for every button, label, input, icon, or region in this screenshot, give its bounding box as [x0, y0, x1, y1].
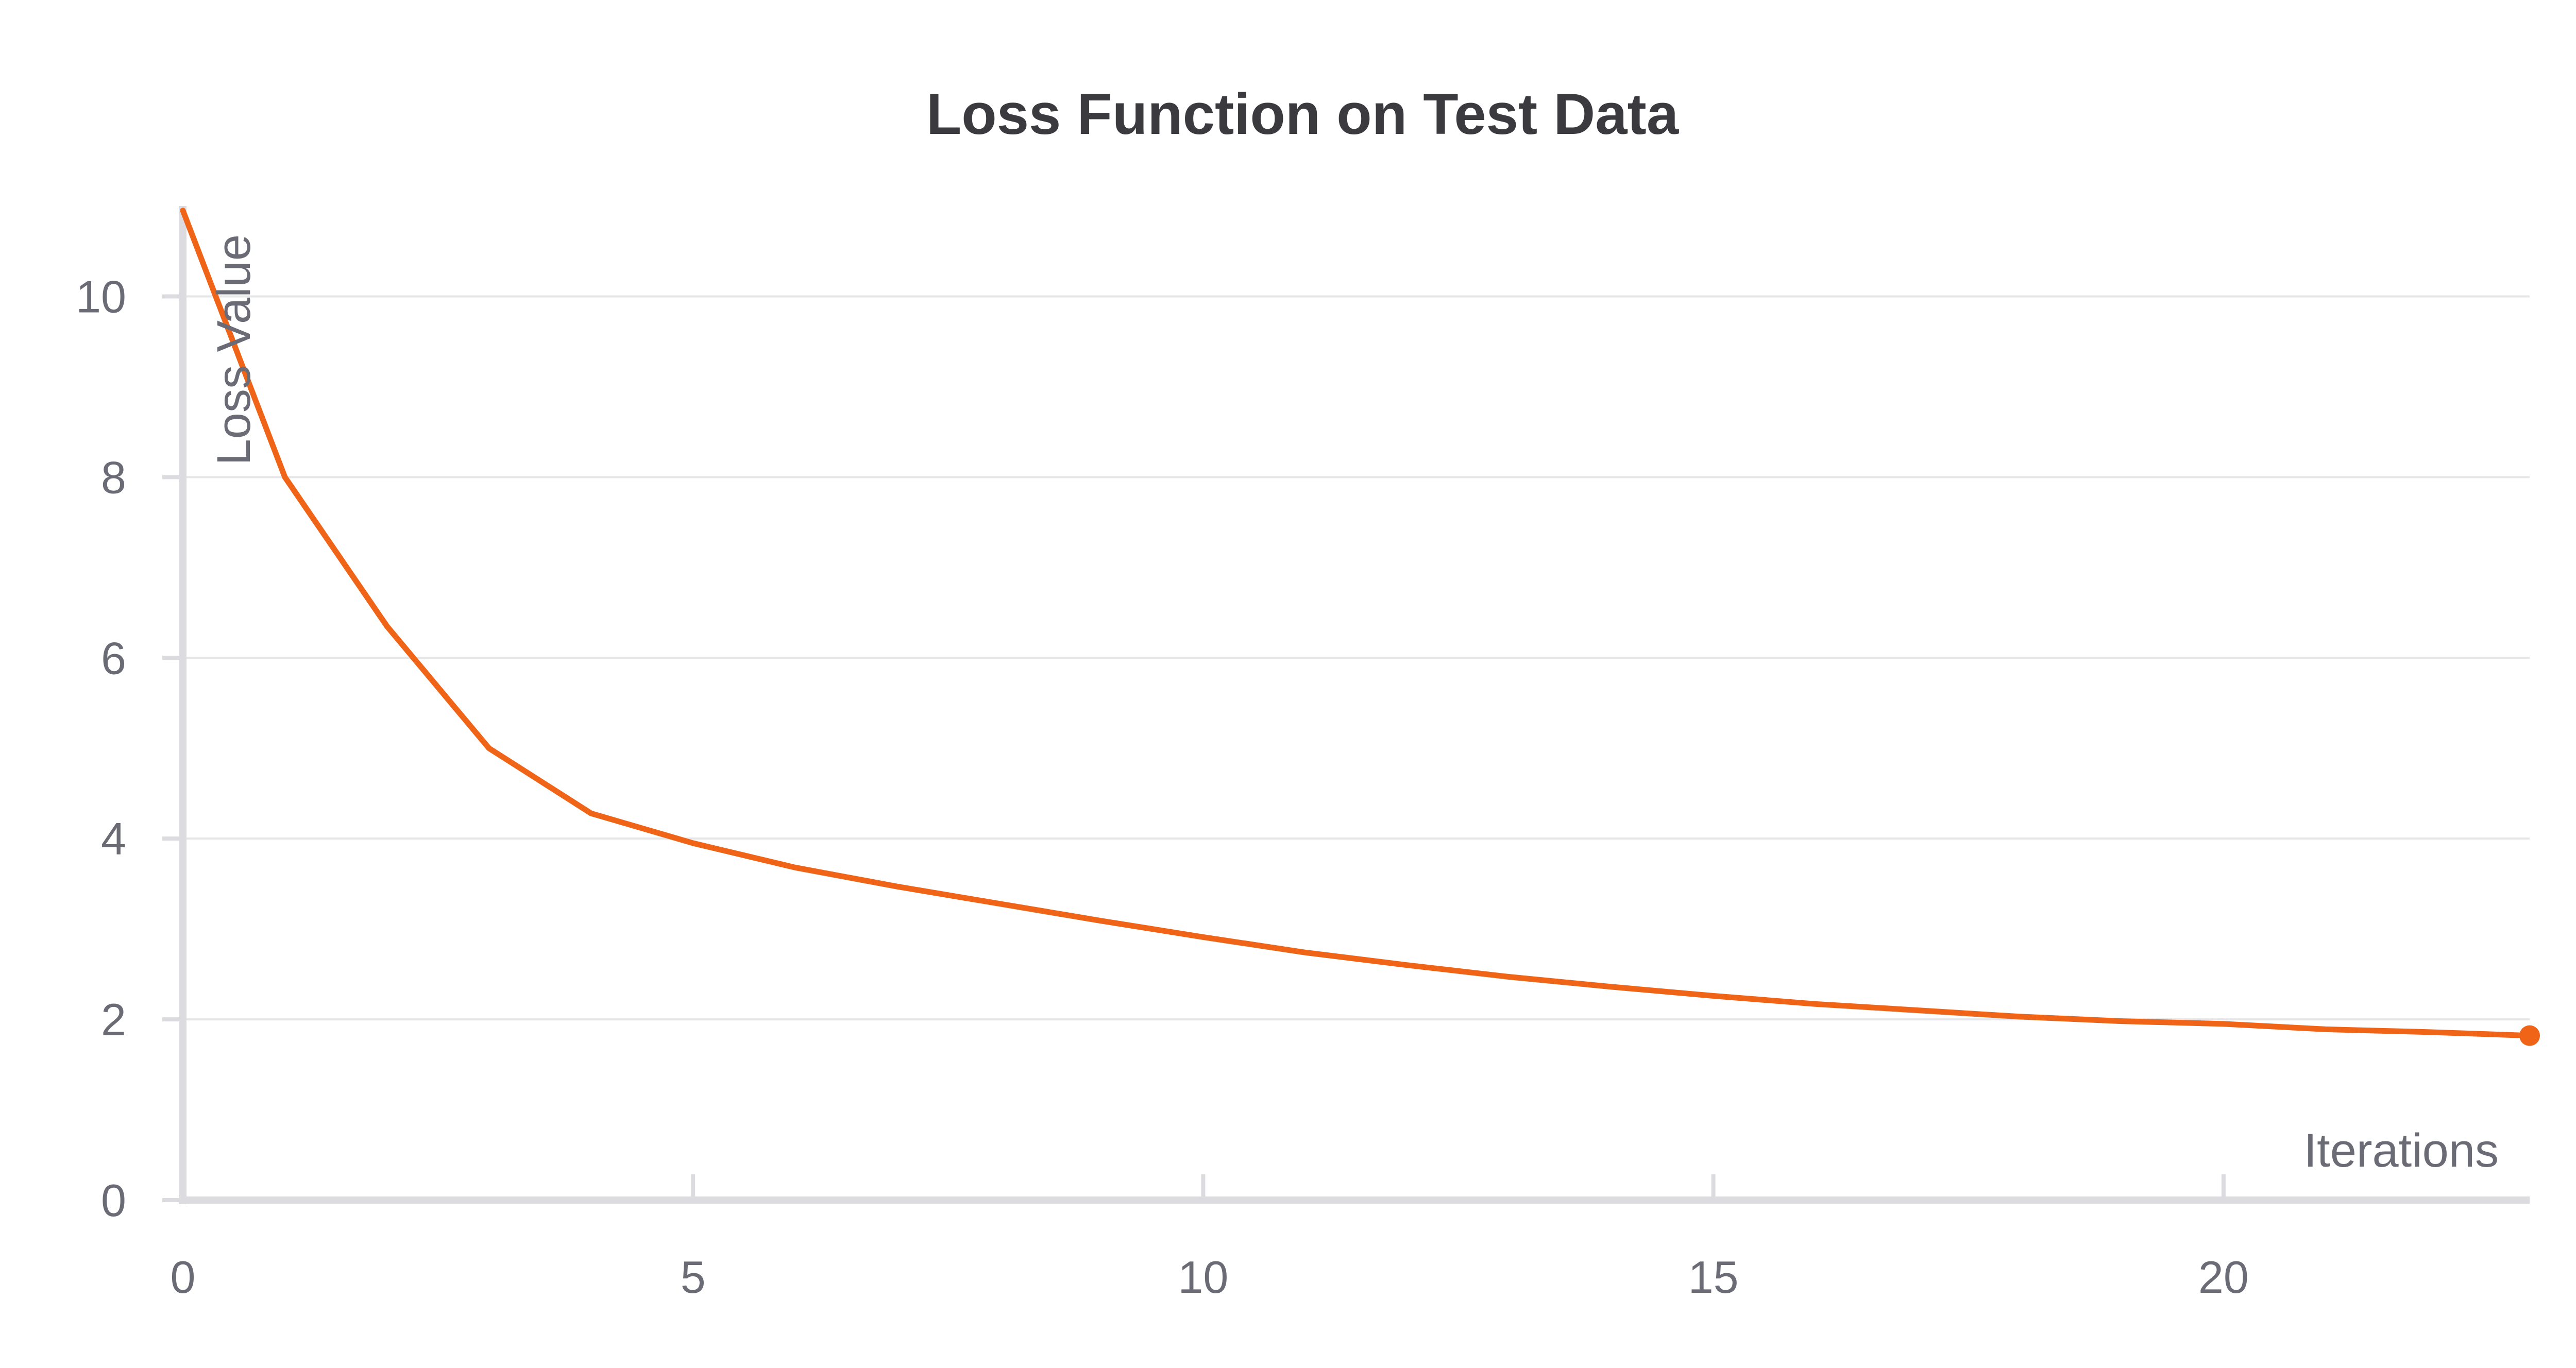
y-tick-label-0: 0 — [101, 1175, 126, 1226]
y-axis-label: Loss Value — [208, 234, 260, 465]
y-tick-label-2: 2 — [101, 994, 126, 1045]
y-tick-label-6: 6 — [101, 632, 126, 683]
x-tick-label-10: 10 — [1178, 1252, 1228, 1303]
y-tick-label-4: 4 — [101, 813, 126, 864]
series-line — [180, 208, 2533, 1039]
data-point-23 — [2519, 1025, 2540, 1046]
x-tick-label-15: 15 — [1688, 1252, 1739, 1303]
x-tick-label-0: 0 — [171, 1252, 196, 1303]
series-layer — [180, 208, 2540, 1046]
axes — [162, 206, 2530, 1204]
y-tick-label-10: 10 — [76, 271, 126, 322]
chart-title: Loss Function on Test Data — [926, 82, 1679, 146]
gridlines — [183, 295, 2530, 1021]
x-tick-label-5: 5 — [681, 1252, 706, 1303]
x-tick-label-20: 20 — [2198, 1252, 2249, 1303]
x-axis-label: Iterations — [2304, 1124, 2499, 1177]
y-tick-label-8: 8 — [101, 452, 126, 503]
tick-labels: 0 2 4 6 8 10 0 5 10 15 20 — [76, 271, 2249, 1303]
